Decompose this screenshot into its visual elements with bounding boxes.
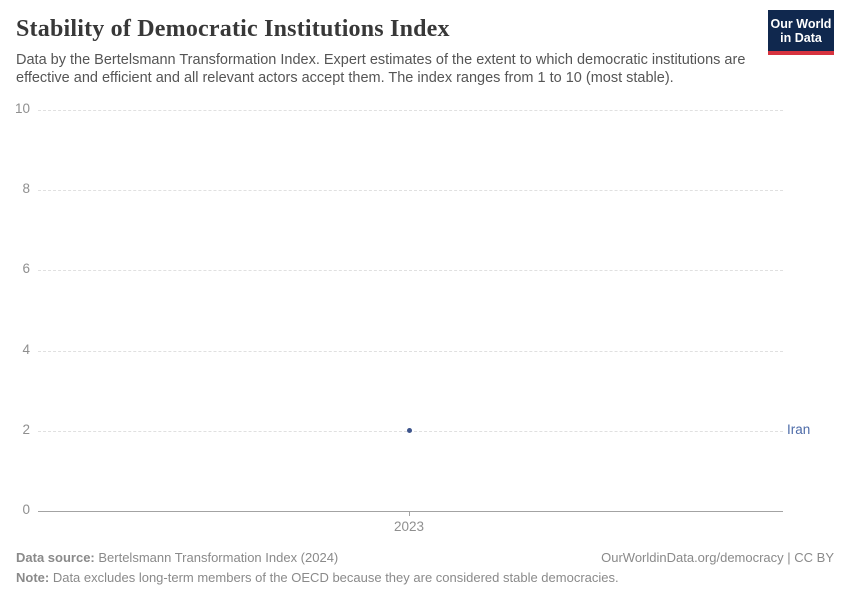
y-tick-label: 4 (22, 341, 30, 357)
y-tick-label: 6 (22, 261, 30, 277)
note-value: Data excludes long-term members of the O… (49, 570, 619, 585)
x-tick-label: 2023 (393, 519, 425, 534)
owid-logo-line2: in Data (780, 31, 822, 45)
chart-subtitle: Data by the Bertelsmann Transformation I… (16, 52, 746, 86)
y-tick-label: 0 (22, 502, 30, 517)
footer-url[interactable]: OurWorldinData.org/democracy | CC BY (601, 550, 834, 565)
footer-row-source: Data source: Bertelsmann Transformation … (16, 548, 834, 568)
chart-plot-area: 0 2 4 6 8 10 2023 Iran (0, 101, 850, 543)
x-axis-line (38, 511, 783, 512)
y-gridline (38, 270, 783, 272)
data-source-label: Data source: (16, 550, 95, 565)
footer-note-line: Note: Data excludes long-term members of… (16, 568, 834, 588)
chart-footer: Data source: Bertelsmann Transformation … (16, 548, 834, 588)
chart-title: Stability of Democratic Institutions Ind… (16, 16, 450, 42)
owid-logo-line1: Our World (770, 17, 832, 31)
x-tick-mark (409, 511, 410, 516)
data-source-line: Data source: Bertelsmann Transformation … (16, 548, 338, 568)
y-gridline (38, 350, 783, 352)
note-label: Note: (16, 570, 50, 585)
y-tick-label: 2 (22, 421, 30, 437)
owid-logo[interactable]: Our World in Data (768, 10, 834, 55)
y-tick-label: 8 (22, 181, 30, 197)
series-label[interactable]: Iran (787, 421, 811, 437)
y-gridline (38, 110, 783, 111)
data-source-value[interactable]: Bertelsmann Transformation Index (2024) (94, 550, 339, 565)
y-tick-label: 10 (14, 101, 30, 116)
data-point[interactable] (406, 428, 412, 434)
y-gridline (38, 190, 783, 192)
chart-header: Stability of Democratic Institutions Ind… (16, 10, 834, 87)
